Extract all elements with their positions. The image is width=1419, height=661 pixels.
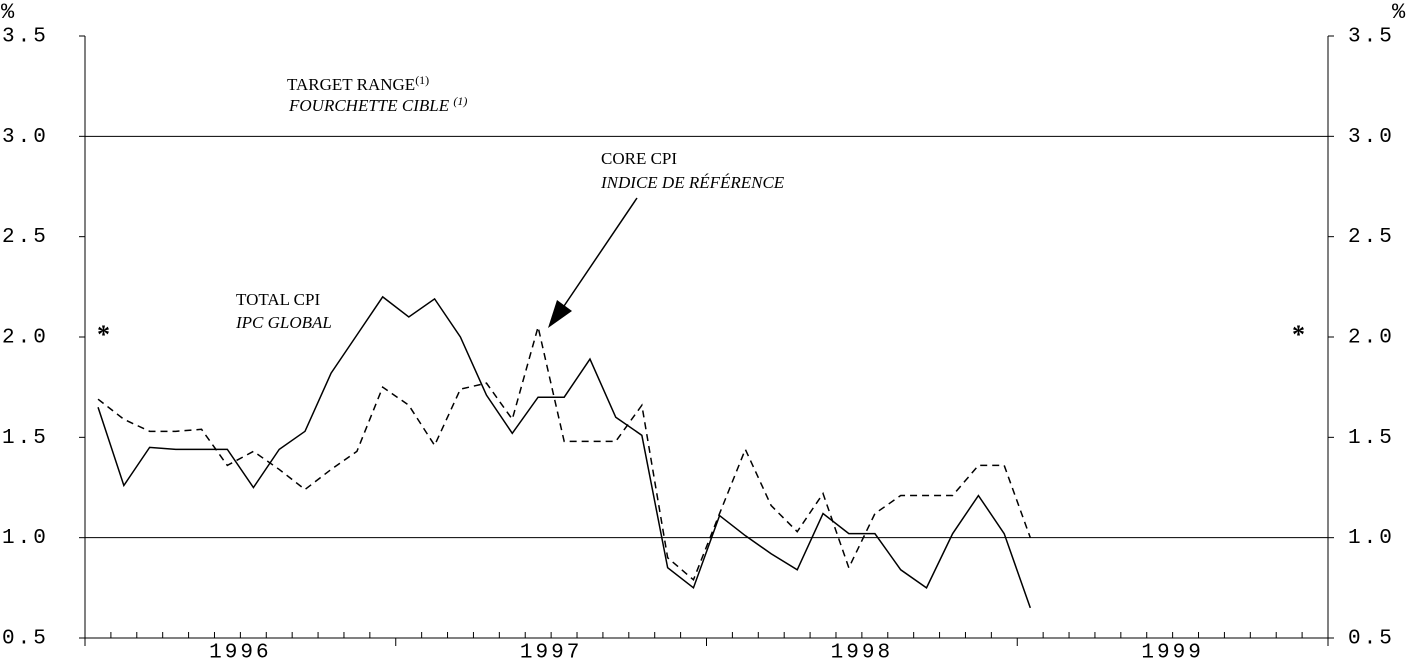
y-tick-label: 0.5: [2, 628, 49, 651]
total-label-fr: IPC GLOBAL: [235, 313, 332, 332]
total-label: TOTAL CPI: [236, 290, 320, 309]
target-label: TARGET RANGE(1): [287, 73, 429, 94]
y2-tick-label: 2.0: [1348, 327, 1395, 350]
series-line: [97, 295, 1032, 609]
series-line: [97, 326, 1032, 582]
y-unit: %: [1, 0, 15, 25]
core-label: CORE CPI: [601, 149, 677, 168]
y2-tick-label: 3.5: [1348, 26, 1395, 49]
y2-tick-label: 1.5: [1348, 427, 1395, 450]
core-label-fr: INDICE DE RÉFÉRENCE: [600, 173, 785, 192]
y2-tick-label: 0.5: [1348, 628, 1395, 651]
x-tick-label: 1999: [1141, 642, 1203, 661]
y-tick-label: 1.0: [2, 527, 49, 550]
x-tick-label: 1997: [520, 642, 582, 661]
y-tick-label: 3.5: [2, 26, 49, 49]
left-marker: *: [97, 320, 110, 349]
arrow-line: [561, 197, 638, 310]
target-label-fr: FOURCHETTE CIBLE (1): [288, 94, 467, 115]
target-label-fr-text: FOURCHETTE CIBLE: [288, 96, 453, 115]
right-marker: *: [1292, 320, 1305, 349]
y-tick-label: 3.0: [2, 126, 49, 149]
x-tick-label: 1996: [209, 642, 271, 661]
target-label-en: TARGET RANGE: [287, 75, 415, 94]
y-tick-label: 2.5: [2, 226, 49, 249]
y2-tick-label: 1.0: [1348, 527, 1395, 550]
target-sup: (1): [415, 73, 429, 87]
arrow-head: [548, 300, 572, 328]
y-tick-label: 2.0: [2, 327, 49, 350]
x-tick-label: 1998: [831, 642, 893, 661]
target-fr-sup: (1): [453, 94, 467, 108]
y-tick-label: 1.5: [2, 427, 49, 450]
y2-tick-label: 2.5: [1348, 226, 1395, 249]
y2-unit: %: [1392, 0, 1406, 25]
y2-tick-label: 3.0: [1348, 126, 1395, 149]
